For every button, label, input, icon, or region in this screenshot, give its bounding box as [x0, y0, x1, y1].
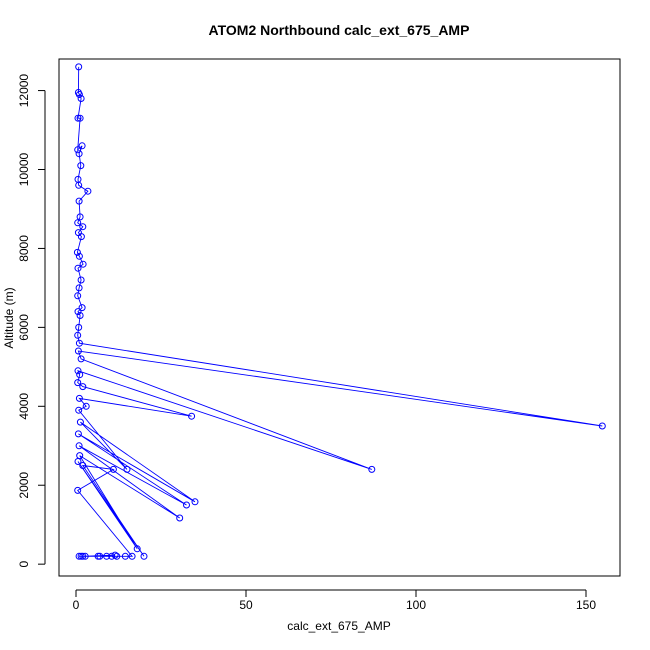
y-tick-label: 10000: [17, 152, 31, 186]
data-point: [76, 114, 84, 122]
data-point: [191, 498, 199, 506]
data-point: [74, 347, 82, 355]
y-tick-label: 2000: [17, 472, 31, 499]
data-point: [96, 552, 104, 560]
y-axis: 0 2000 4000 6000 8000 10000 12000: [17, 74, 46, 568]
x-tick-label: 150: [576, 598, 596, 612]
data-point: [79, 260, 87, 268]
data-point: [176, 514, 184, 522]
data-point: [74, 114, 82, 122]
data-point: [73, 248, 81, 256]
data-point: [74, 308, 82, 316]
data-point: [79, 552, 87, 560]
y-tick-label: 4000: [17, 393, 31, 420]
y-tick-label: 0: [17, 561, 31, 568]
data-point: [74, 331, 82, 339]
data-point: [74, 379, 82, 387]
data-point: [113, 552, 121, 560]
data-point: [75, 150, 83, 158]
data-point: [140, 552, 148, 560]
data-point: [74, 486, 82, 494]
data-point: [76, 371, 84, 379]
data-point: [82, 402, 90, 410]
y-tick-label: 8000: [17, 235, 31, 262]
data-point: [75, 394, 83, 402]
data-point: [75, 252, 83, 260]
y-tick-label: 6000: [17, 314, 31, 341]
data-point: [109, 465, 117, 473]
data-point: [128, 552, 136, 560]
data-point: [123, 465, 131, 473]
data-point: [84, 187, 92, 195]
x-tick-label: 0: [73, 598, 80, 612]
data-point: [75, 284, 83, 292]
x-axis-label: calc_ext_675_AMP: [287, 619, 390, 633]
data-point: [75, 339, 83, 347]
data-point: [75, 323, 83, 331]
data-point: [76, 312, 84, 319]
series-points-group: [73, 63, 606, 560]
data-point: [77, 233, 85, 241]
data-point: [74, 146, 82, 154]
data-point: [74, 458, 82, 465]
data-point: [77, 276, 85, 284]
plot-frame: [58, 58, 621, 577]
series-line-group: [76, 66, 603, 557]
data-point: [75, 406, 83, 414]
data-point: [111, 551, 119, 559]
series-line: [76, 66, 603, 557]
data-point: [183, 501, 190, 509]
x-axis: 0 50 100 150: [73, 589, 596, 612]
data-point: [77, 355, 85, 363]
y-axis-label: Altitude (m): [2, 287, 16, 348]
data-point: [121, 552, 129, 560]
data-point: [103, 552, 111, 560]
data-point: [76, 418, 84, 426]
data-point: [75, 63, 83, 71]
chart-title: ATOM2 Northbound calc_ext_675_AMP: [209, 22, 470, 38]
data-point: [188, 412, 196, 420]
data-point: [74, 219, 82, 227]
data-point: [74, 430, 82, 438]
data-point: [368, 465, 376, 473]
data-point: [76, 213, 84, 221]
data-point: [133, 545, 141, 553]
data-point: [598, 422, 606, 430]
data-point: [81, 552, 89, 560]
data-point: [79, 223, 87, 231]
data-point: [75, 442, 83, 450]
data-point: [78, 142, 86, 150]
data-point: [74, 367, 82, 375]
data-point: [74, 292, 82, 300]
data-point: [78, 304, 86, 312]
data-point: [77, 95, 85, 102]
data-point: [108, 552, 116, 560]
data-point: [79, 462, 87, 469]
data-point: [75, 91, 83, 98]
data-point: [75, 181, 83, 189]
data-point: [79, 383, 87, 391]
data-point: [75, 197, 83, 205]
x-tick-label: 50: [239, 598, 253, 612]
data-point: [77, 162, 85, 170]
y-tick-label: 12000: [17, 74, 31, 108]
data-point: [74, 264, 82, 272]
x-tick-label: 100: [406, 598, 426, 612]
